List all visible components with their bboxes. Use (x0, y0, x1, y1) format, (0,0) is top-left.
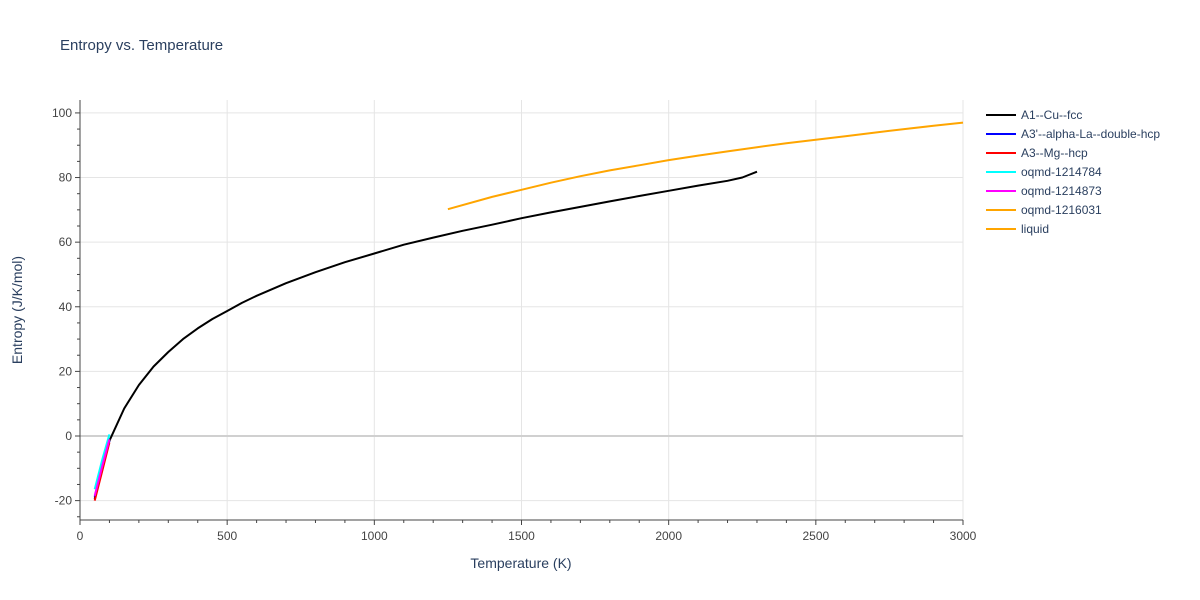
x-tick-label: 1000 (361, 529, 388, 543)
y-tick-label: 100 (52, 106, 72, 120)
series-line-oqmd-1214873 (93, 438, 111, 497)
legend-item-a3-alpha-la-double-hcp[interactable]: A3'--alpha-La--double-hcp (986, 127, 1160, 141)
axes: 0 500 1000 1500 2000 2500 3000 -20 0 20 40 60 80 100 (52, 100, 977, 543)
legend-label: oqmd-1214873 (1021, 184, 1102, 198)
legend-item-oqmd-1214873[interactable]: oqmd-1214873 (986, 184, 1102, 198)
chart-title: Entropy vs. Temperature (60, 37, 223, 54)
y-tick-label: 40 (59, 300, 73, 314)
y-tick-label: 60 (59, 235, 73, 249)
legend-item-a3-mg-hcp[interactable]: A3--Mg--hcp (986, 146, 1088, 160)
grid (80, 100, 964, 520)
legend-item-oqmd-1214784[interactable]: oqmd-1214784 (986, 165, 1102, 179)
legend-item-oqmd-1216031[interactable]: oqmd-1216031 (986, 203, 1102, 217)
series-group (93, 121, 964, 501)
x-tick-label: 500 (217, 529, 237, 543)
series-line-a1-cu-fcc (93, 170, 758, 500)
legend-label: liquid (1021, 222, 1049, 236)
y-tick-label: -20 (55, 494, 73, 508)
y-tick-label: 0 (65, 429, 72, 443)
legend-label: A3'--alpha-La--double-hcp (1021, 127, 1160, 141)
x-tick-label: 2000 (655, 529, 682, 543)
series-line-oqmd-1214784 (93, 434, 111, 490)
legend-item-a1-cu-fcc[interactable]: A1--Cu--fcc (986, 108, 1082, 122)
y-tick-label: 20 (59, 364, 73, 378)
series-line-liquid (447, 121, 964, 211)
legend-item-liquid[interactable]: liquid (986, 222, 1049, 236)
y-tick-label: 80 (59, 171, 73, 185)
x-tick-label: 2500 (802, 529, 829, 543)
legend-label: A3--Mg--hcp (1021, 146, 1088, 160)
y-axis-title: Entropy (J/K/mol) (9, 256, 25, 364)
x-tick-label: 1500 (508, 529, 535, 543)
legend-label: A1--Cu--fcc (1021, 108, 1082, 122)
x-axis-title: Temperature (K) (470, 555, 571, 571)
x-tick-label: 0 (77, 529, 84, 543)
x-tick-label: 3000 (950, 529, 977, 543)
legend[interactable]: A1--Cu--fcc A3'--alpha-La--double-hcp A3--… (986, 108, 1160, 236)
legend-label: oqmd-1214784 (1021, 165, 1102, 179)
legend-label: oqmd-1216031 (1021, 203, 1102, 217)
